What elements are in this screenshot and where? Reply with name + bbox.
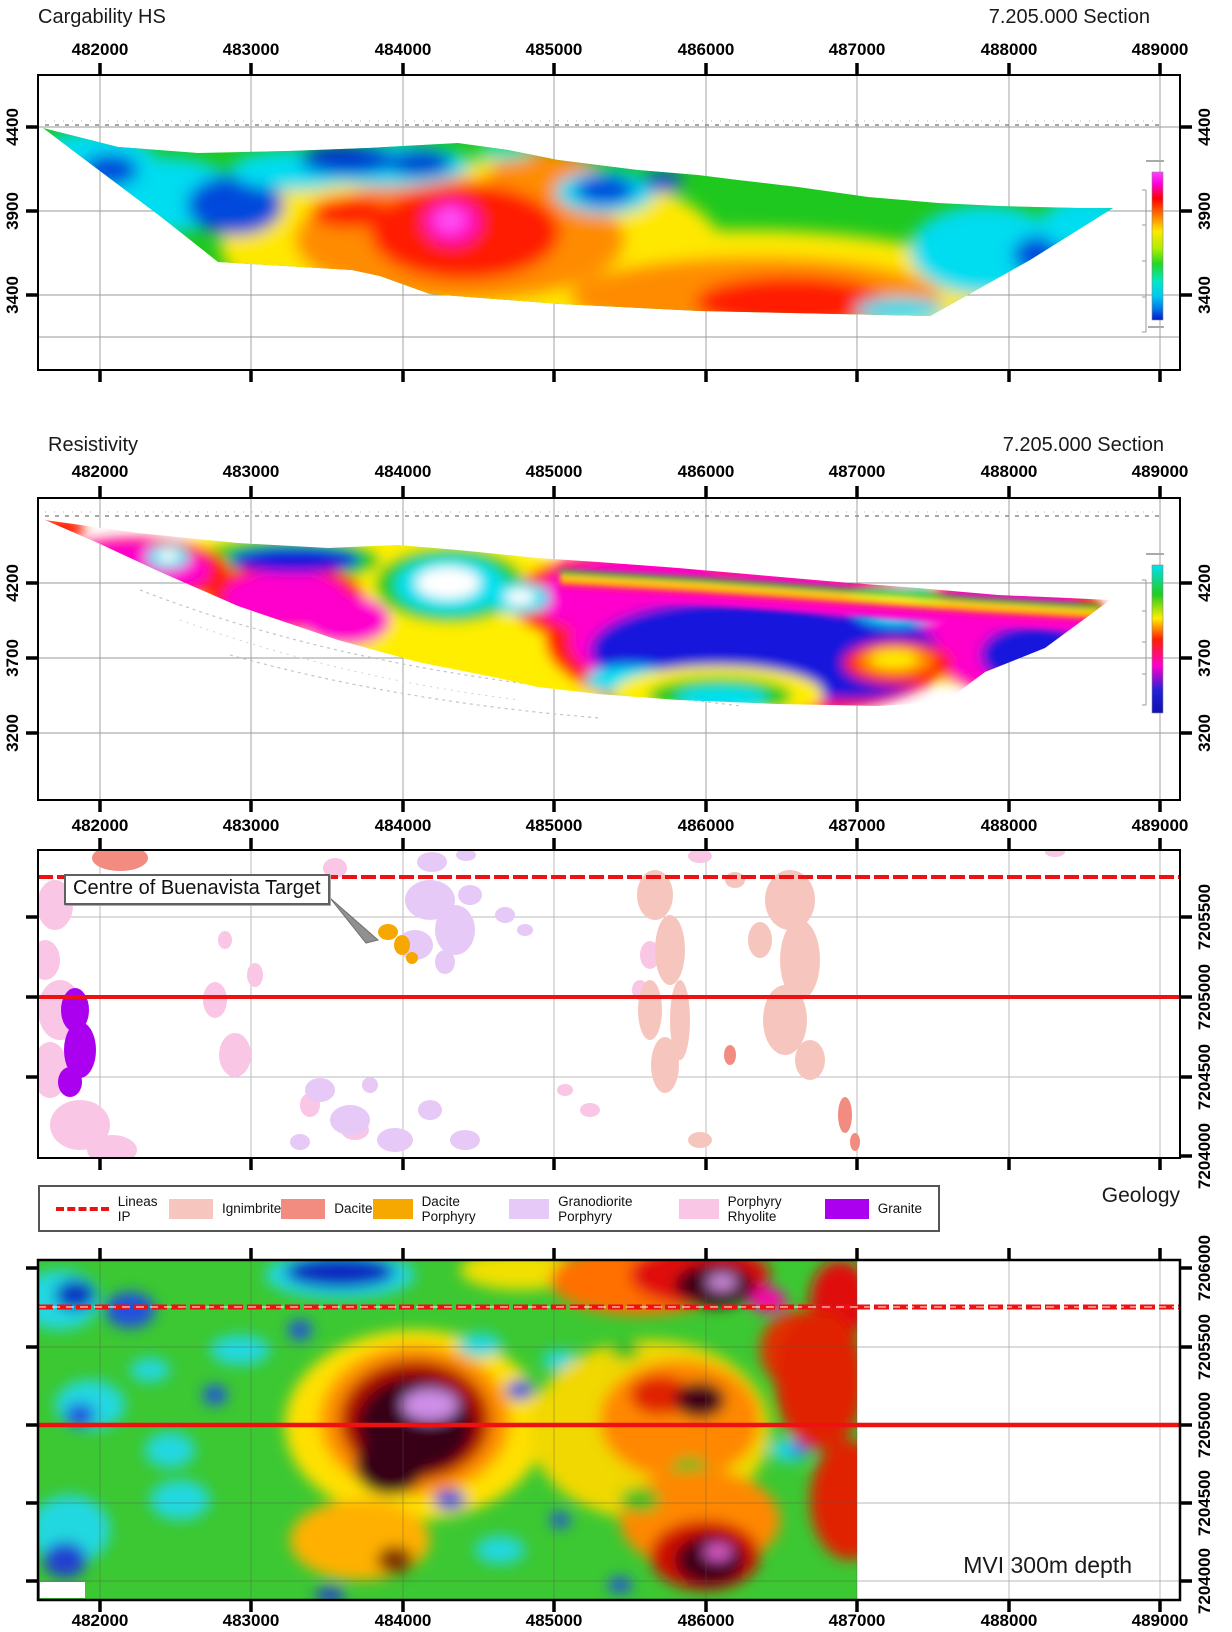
elevation-label: 3900 (1195, 192, 1214, 230)
legend-label: Granite (877, 1201, 922, 1216)
x-tick-label: 489000 (1131, 1611, 1189, 1630)
chargeability-title: Cargability HS (38, 6, 166, 28)
elevation-label: 3700 (3, 639, 22, 677)
x-tick-label: 482000 (71, 816, 129, 835)
elevation-label: 4200 (1195, 564, 1214, 602)
x-tick-label: 488000 (980, 462, 1038, 481)
legend-label: Porphyry Rhyolite (727, 1193, 782, 1224)
x-tick-label: 487000 (828, 1611, 886, 1630)
dacite-porphyry-swatch (372, 1198, 413, 1219)
resistivity-panel-graphics (26, 486, 1192, 812)
mvi-title: MVI 300m depth (963, 1552, 1132, 1578)
elevation-label: 3900 (3, 192, 22, 230)
x-tick-label: 486000 (677, 40, 735, 59)
annotation-leader (329, 897, 380, 944)
x-tick-label: 485000 (525, 40, 583, 59)
x-tick-label: 486000 (677, 816, 735, 835)
legend-item-porphyry-rhyolite: Porphyry Rhyolite (678, 1193, 825, 1224)
dacite-swatch (281, 1198, 326, 1219)
x-tick-label: 482000 (71, 40, 129, 59)
elevation-label: 3200 (3, 714, 22, 752)
legend-item-dacite: Dacite (281, 1198, 373, 1219)
x-tick-label: 488000 (980, 40, 1038, 59)
porphyry-rhyolite-swatch (678, 1198, 719, 1219)
legend-item-granite: Granite (824, 1198, 922, 1219)
geology-map-units (38, 850, 1065, 1158)
x-tick-label: 489000 (1131, 816, 1189, 835)
x-tick-label: 482000 (71, 1611, 129, 1630)
northing-label: 7204000 (1195, 1122, 1214, 1190)
legend-label: Dacite (334, 1201, 373, 1216)
x-tick-label: 483000 (222, 816, 280, 835)
resistivity-colorbar (1151, 564, 1164, 714)
buenavista-target-unit (378, 924, 418, 964)
x-tick-label: 489000 (1131, 40, 1189, 59)
x-tick-label: 487000 (828, 462, 886, 481)
x-tick-label: 484000 (374, 816, 432, 835)
northing-label: 7205000 (1195, 1391, 1214, 1459)
northing-label: 7206000 (1195, 1234, 1214, 1302)
x-tick-label: 488000 (980, 816, 1038, 835)
elevation-label: 4400 (3, 108, 22, 146)
x-tick-label: 485000 (525, 462, 583, 481)
geology-legend: Lineas IP Ignimbrite Dacite Dacite Porph… (38, 1185, 940, 1232)
legend-item-lineas-ip: Lineas IP (56, 1194, 169, 1224)
northing-label: 7204500 (1195, 1043, 1214, 1111)
chargeability-colorbar (1151, 171, 1164, 321)
x-tick-label: 487000 (828, 40, 886, 59)
mvi-panel-graphics (26, 1248, 1192, 1612)
chargeability-panel-graphics (26, 63, 1192, 382)
x-tick-label: 484000 (374, 462, 432, 481)
elevation-label: 3700 (1195, 639, 1214, 677)
x-tick-label: 483000 (222, 462, 280, 481)
granodiorite-porphyry-swatch (509, 1198, 550, 1219)
legend-label: Lineas IP (117, 1193, 158, 1224)
buenavista-annotation: Centre of Buenavista Target (64, 874, 330, 905)
legend-item-granodiorite-porphyry: Granodiorite Porphyry (509, 1194, 679, 1224)
x-tick-label: 485000 (525, 1611, 583, 1630)
legend-label: Ignimbrite (221, 1201, 282, 1216)
x-tick-label: 489000 (1131, 462, 1189, 481)
x-tick-label: 483000 (222, 1611, 280, 1630)
resistivity-section-label: 7.205.000 Section (1002, 434, 1164, 456)
x-tick-label: 483000 (222, 40, 280, 59)
chargeability-section-label: 7.205.000 Section (988, 6, 1150, 28)
x-tick-label: 484000 (374, 40, 432, 59)
northing-label: 7204500 (1195, 1469, 1214, 1537)
legend-item-dacite-porphyry: Dacite Porphyry (372, 1193, 510, 1224)
x-tick-label: 485000 (525, 816, 583, 835)
legend-label: Granodiorite Porphyry (558, 1193, 633, 1224)
x-tick-label: 482000 (71, 462, 129, 481)
elevation-label: 3200 (1195, 714, 1214, 752)
elevation-label: 4200 (3, 564, 22, 602)
northing-label: 7204000 (1195, 1547, 1214, 1615)
x-tick-label: 487000 (828, 816, 886, 835)
northing-label: 7205500 (1195, 883, 1214, 951)
resistivity-title: Resistivity (48, 434, 139, 456)
x-tick-label: 486000 (677, 1611, 735, 1630)
elevation-label: 3400 (1195, 276, 1214, 314)
ignimbrite-swatch (168, 1198, 213, 1219)
elevation-label: 3400 (3, 276, 22, 314)
granite-swatch (824, 1198, 869, 1219)
geology-title: Geology (1101, 1184, 1180, 1207)
lineas-ip-line-swatch (56, 1206, 109, 1211)
northing-label: 7205500 (1195, 1313, 1214, 1381)
legend-label: Dacite Porphyry (421, 1193, 476, 1224)
scale-bar (40, 1582, 85, 1598)
x-tick-label: 486000 (677, 462, 735, 481)
x-tick-label: 484000 (374, 1611, 432, 1630)
legend-item-ignimbrite: Ignimbrite (168, 1198, 282, 1219)
elevation-label: 4400 (1195, 108, 1214, 146)
northing-label: 7205000 (1195, 963, 1214, 1031)
x-tick-label: 488000 (980, 1611, 1038, 1630)
